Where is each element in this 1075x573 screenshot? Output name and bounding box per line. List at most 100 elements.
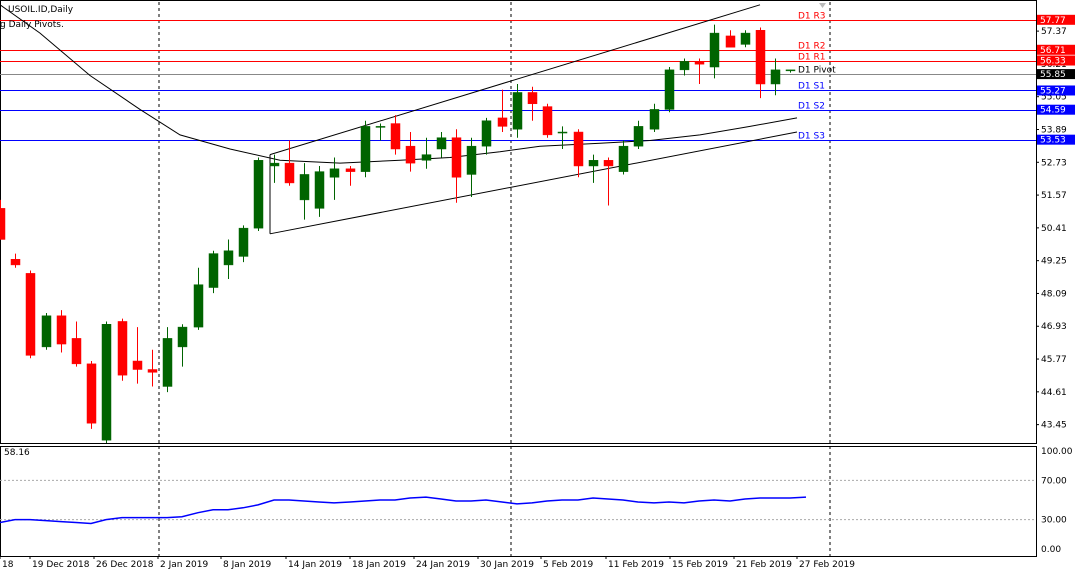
y-tick-label: 50.41 [1041,224,1067,234]
main-pane-frame [0,0,1037,444]
y-tick-label: 44.61 [1041,388,1067,398]
candle-body [253,160,264,229]
price-tag [1037,104,1075,115]
y-tick-label: 46.93 [1041,322,1067,332]
y-tick-label: 43.45 [1041,421,1067,431]
x-tick-label: 11 Feb 2019 [608,560,664,570]
x-tick-label: 30 Jan 2019 [480,560,534,570]
candle-body [618,145,629,172]
x-tick-label: 27 Feb 2019 [799,560,855,570]
rsi-label: 58.16 [4,448,30,458]
channel-upper-line [269,4,761,156]
x-tick-label: 19 Dec 2018 [32,560,90,570]
candle-body [466,145,477,175]
y-tick-label: 48.09 [1041,289,1067,299]
candle-body [223,250,234,266]
x-tick-label: 26 Dec 2018 [96,560,154,570]
pivot-name-label: D1 Pivot [798,66,836,76]
price-tag [1037,85,1075,96]
candle-body [405,145,416,164]
candle-body [132,360,143,370]
candle-body [238,227,249,257]
pivot-name-label: D1 S3 [798,132,825,142]
rsi-pane-frame [0,446,1037,557]
x-tick-label: 24 Jan 2019 [416,560,470,570]
candle-body [101,324,112,441]
candle-body [25,273,36,356]
x-tick-label: 5 Feb 2019 [543,560,594,570]
candle-body [481,120,492,147]
candle-body [588,160,599,167]
candle-body [147,369,158,373]
y-tick-label: 52.73 [1041,158,1067,168]
rsi-tick-label: 100.00 [1041,447,1073,457]
rsi-tick-label: 30.00 [1041,516,1067,526]
x-tick-label: 18 [2,560,14,570]
candle-body [664,69,675,110]
candle-body [603,160,614,167]
candle-body [512,92,523,130]
pivot-name-label: D1 R1 [798,53,826,63]
candle-body [0,208,6,240]
candle-body [345,168,356,172]
candle-body [679,61,690,71]
candle-body [725,35,736,48]
candle-body [162,338,173,387]
candle-body [527,92,538,105]
pivot-name-label: D1 S1 [798,82,825,92]
symbol-label: USOIL.ID,Daily [8,5,74,15]
y-tick-label: 53.89 [1041,125,1067,135]
candle-body [390,123,401,150]
rsi-line [0,496,807,525]
price-tag [1037,55,1075,66]
candle-body [694,61,705,65]
price-tag-label: 55.27 [1040,86,1066,96]
price-tag [1037,69,1075,80]
x-tick-label: 21 Feb 2019 [736,560,792,570]
pivot-name-label: D1 R3 [798,12,826,22]
candle-body [557,131,568,134]
candle-body [755,30,766,85]
candle-body [770,69,781,85]
candle-body [633,126,644,147]
y-tick-label: 55.05 [1041,93,1067,103]
candle-body [71,338,82,365]
x-tick-label: 14 Jan 2019 [288,560,342,570]
x-tick-label: 15 Feb 2019 [672,560,728,570]
indicator-label: g Daily Pivots. [0,20,64,30]
price-tag [1037,44,1075,55]
candle-body [117,321,128,376]
candle-body [86,363,97,424]
moving-average-line [0,4,798,164]
candle-body [299,174,310,201]
candle-body [10,259,21,266]
candle-body [542,106,553,136]
candle-body [375,126,386,128]
rsi-tick-label: 0.00 [1041,545,1061,555]
price-tag-label: 56.33 [1040,57,1066,67]
candle-body [785,69,796,72]
candle-body [193,284,204,328]
candle-body [573,131,584,167]
price-tag-label: 54.59 [1040,106,1066,116]
price-tag-label: 53.53 [1040,136,1066,146]
candle-body [208,253,219,288]
candle-body [451,137,462,178]
x-tick-label: 18 Jan 2019 [352,560,406,570]
candle-body [497,117,508,127]
y-tick-label: 49.25 [1041,257,1067,267]
price-tag [1037,14,1075,25]
candle-body [269,162,280,167]
channel-lower-line [269,131,798,235]
candle-body [41,315,52,348]
candle-body [436,137,447,150]
candle-body [314,171,325,209]
candle-body [740,32,751,45]
price-tag [1037,134,1075,145]
candle-body [284,162,295,184]
pivot-name-label: D1 S2 [798,102,825,112]
x-tick-label: 8 Jan 2019 [223,560,271,570]
x-tick-label: 2 Jan 2019 [160,560,208,570]
y-tick-label: 57.37 [1041,27,1067,37]
